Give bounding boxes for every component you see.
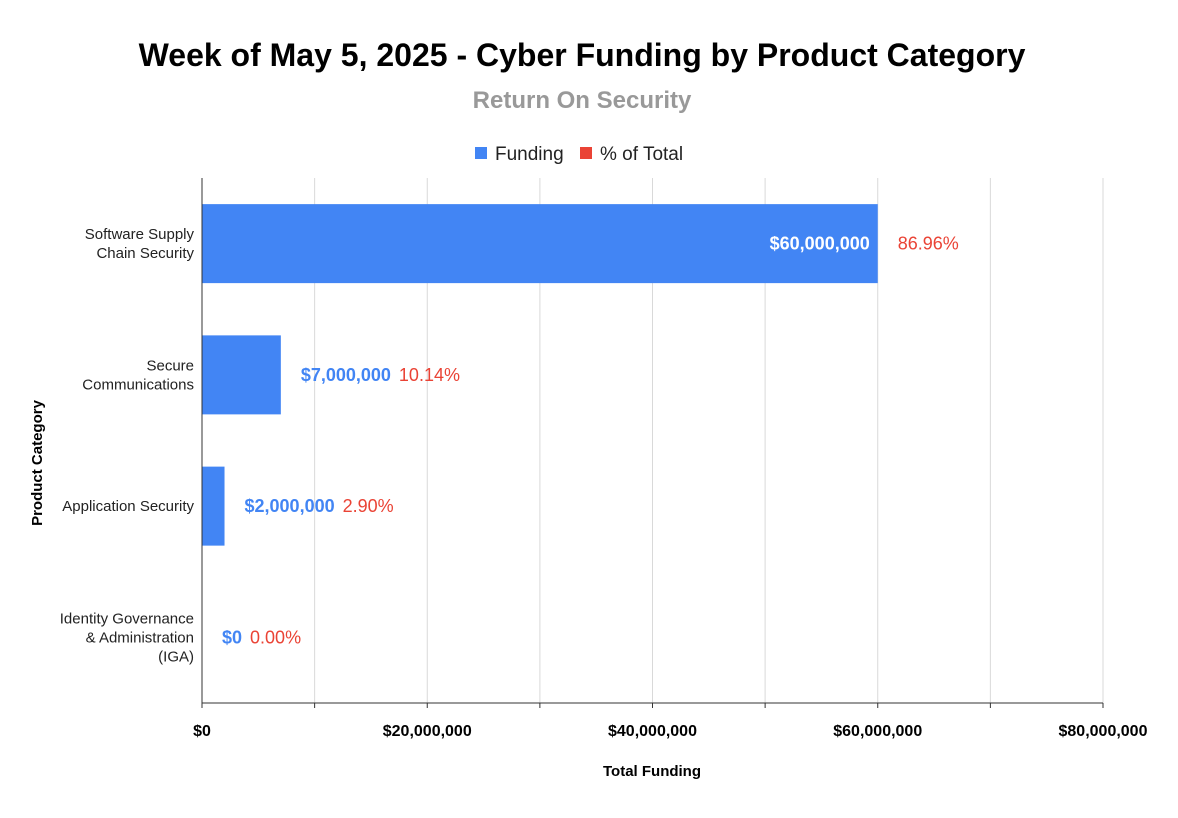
x-tick-label: $60,000,000: [833, 723, 922, 740]
percent-data-label: 10.14%: [399, 365, 460, 385]
funding-data-label: $2,000,000: [245, 496, 335, 516]
x-axis-title: Total Funding: [603, 763, 701, 780]
funding-data-label: $0: [222, 627, 242, 647]
x-tick-label: $0: [193, 723, 211, 740]
legend-label-percent: % of Total: [600, 144, 683, 165]
y-axis-title: Product Category: [29, 399, 46, 526]
category-label: Application Security: [62, 498, 194, 515]
percent-data-label: 2.90%: [343, 496, 394, 516]
funding-data-label: $7,000,000: [301, 365, 391, 385]
x-tick-label: $20,000,000: [383, 723, 472, 740]
category-label: (IGA): [158, 648, 194, 665]
category-label: Communications: [82, 376, 194, 393]
x-tick-label: $80,000,000: [1059, 723, 1148, 740]
funding-data-label: $60,000,000: [770, 234, 870, 254]
funding-bar: [202, 204, 878, 284]
chart-title: Week of May 5, 2025 - Cyber Funding by P…: [139, 37, 1026, 73]
funding-bar: [202, 335, 281, 415]
category-label: Chain Security: [96, 245, 194, 262]
legend-swatch-funding: [475, 147, 487, 159]
category-label: Software Supply: [85, 226, 195, 243]
chart-subtitle: Return On Security: [473, 87, 692, 114]
category-label: & Administration: [86, 629, 194, 646]
category-label: Identity Governance: [60, 610, 194, 627]
category-label: Secure: [146, 357, 194, 374]
percent-data-label: 86.96%: [898, 234, 959, 254]
percent-data-label: 0.00%: [250, 627, 301, 647]
x-tick-label: $40,000,000: [608, 723, 697, 740]
funding-bar: [202, 466, 225, 546]
legend-swatch-percent: [580, 147, 592, 159]
legend-label-funding: Funding: [495, 144, 564, 165]
